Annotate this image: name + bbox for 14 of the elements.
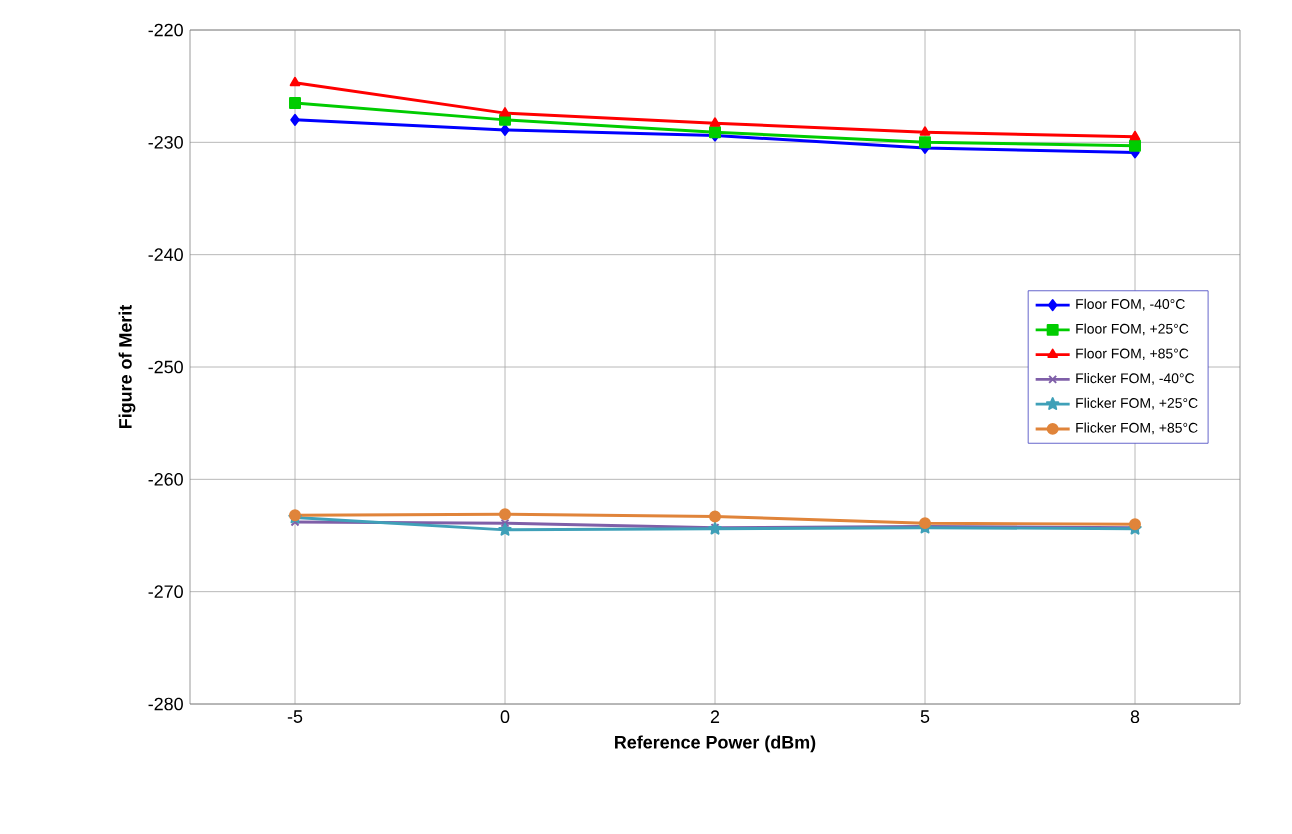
y-tick-label: -240 [148,248,183,262]
y-tick-label: -260 [148,472,183,486]
y-tick-label: -270 [148,585,183,599]
x-tick-label: 0 [500,710,510,724]
y-tick-label: -230 [148,135,183,149]
y-tick-label: -280 [148,697,183,711]
x-axis-title: Reference Power (dBm) [615,735,816,753]
x-tick-label: 2 [710,710,720,723]
y-axis-title: Figure of Merit [118,304,136,429]
x-tick-label: 5 [920,710,930,723]
x-tick-label: 8 [1130,710,1140,724]
y-tick-label: -250 [148,360,183,374]
x-tick-label: -5 [287,710,303,723]
y-tick-label: -220 [148,23,183,37]
